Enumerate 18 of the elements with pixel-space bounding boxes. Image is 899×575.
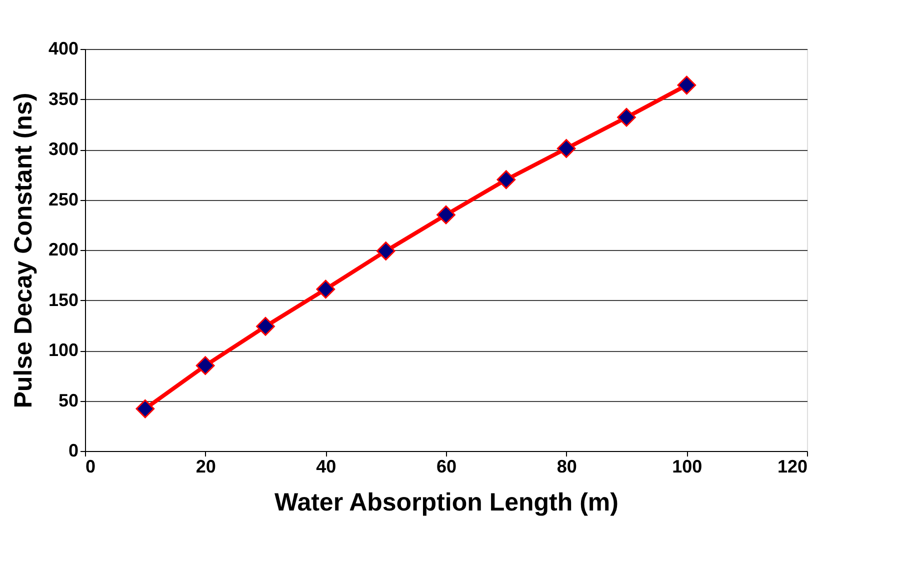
y-tick-label: 350 [48, 88, 78, 109]
x-tick-label: 20 [196, 456, 216, 476]
y-tick-label: 100 [48, 340, 78, 360]
x-tick-label: 0 [86, 456, 96, 476]
x-tick-label: 120 [777, 456, 808, 476]
x-tick-label: 60 [436, 456, 457, 476]
x-tick-label: 80 [556, 456, 577, 476]
y-tick-label: 0 [68, 440, 78, 460]
y-tick-label: 250 [48, 189, 78, 210]
y-tick-label: 300 [48, 139, 78, 159]
y-tick-label: 150 [48, 290, 78, 310]
y-tick-label: 200 [48, 240, 78, 260]
y-tick-label: 400 [48, 38, 78, 58]
x-tick-label: 40 [316, 456, 336, 476]
x-tick-label: 100 [672, 456, 702, 476]
y-axis-title: Pulse Decay Constant (ns) [9, 92, 38, 408]
y-tick-label: 50 [58, 390, 78, 410]
x-axis-title: Water Absorption Length (m) [274, 488, 618, 516]
